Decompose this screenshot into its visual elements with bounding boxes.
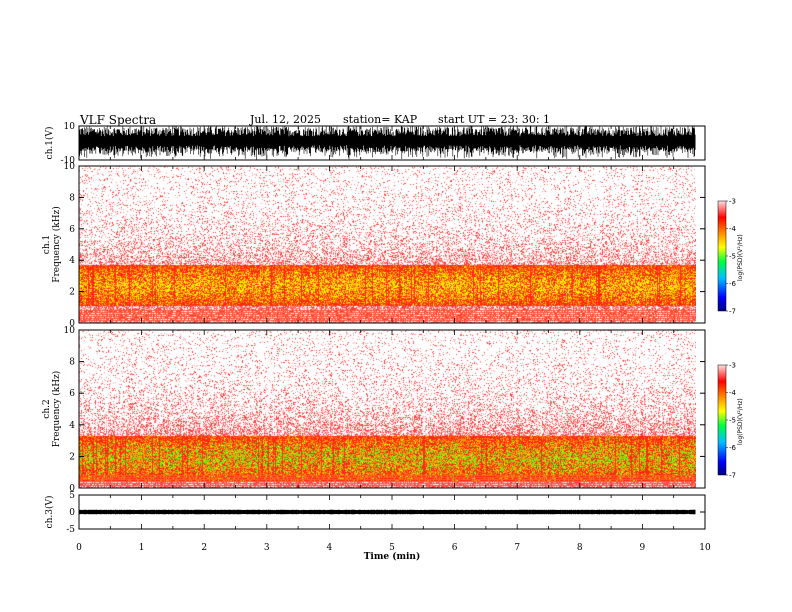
- y-tick-label: -5: [66, 525, 75, 535]
- y-tick-label: 10: [64, 326, 76, 336]
- colorbar-tick-label: -5: [729, 417, 736, 425]
- y-tick-label: 2: [69, 452, 75, 462]
- y-tick-label: -10: [61, 156, 76, 166]
- y-tick-label: 2: [69, 288, 75, 298]
- x-tick-label: 5: [389, 543, 395, 553]
- y-axis-label: ch.1(V): [44, 127, 55, 160]
- y-tick-label: 4: [69, 421, 75, 431]
- y-tick-label: 8: [69, 193, 75, 203]
- start-time-label: start UT = 23: 30: 1: [438, 113, 551, 126]
- x-tick-label: 9: [640, 543, 646, 553]
- x-tick-label: 10: [699, 543, 711, 553]
- y-axis-label: Frequency (kHz): [51, 371, 62, 448]
- colorbar-tick-label: -3: [729, 198, 736, 206]
- colorbar-ch1spec: [717, 200, 727, 312]
- station-label: station= KAP: [343, 113, 418, 126]
- x-tick-label: 4: [327, 543, 333, 553]
- y-tick-label: 10: [64, 122, 76, 132]
- date-label: Jul. 12, 2025: [250, 113, 321, 126]
- x-tick-label: 3: [264, 543, 270, 553]
- panel-ch1v: 10 -10 ch.1(V): [44, 122, 706, 166]
- y-tick-label: 10: [64, 162, 76, 172]
- colorbar-tick-label: -4: [729, 389, 737, 397]
- colorbar-tick-label: -3: [729, 362, 736, 370]
- colorbar-tick-label: -4: [729, 225, 737, 233]
- x-tick-label: 7: [514, 543, 520, 553]
- x-axis-label: Time (min): [364, 551, 421, 562]
- colorbar-tick-label: -6: [729, 280, 737, 288]
- x-tick-label: 1: [139, 543, 145, 553]
- x-tick-label: 8: [577, 543, 583, 553]
- colorbar-ch2spec: [717, 364, 727, 476]
- colorbar-label: log(PSD)(V²/Hz): [737, 398, 744, 445]
- x-tick-label: 0: [76, 543, 82, 553]
- y-tick-label: 6: [69, 389, 75, 399]
- colorbar-label: log(PSD)(V²/Hz): [737, 234, 744, 281]
- waveform-ch1v: [78, 126, 696, 160]
- panel-ch1spec: -3 -4 -5 -6 -7 log(PSD)(V²/Hz) 0 2 4 6 8 10 ch.1 Freq…: [42, 162, 744, 329]
- waveform-ch3v: [78, 509, 696, 515]
- spectrogram-ch1spec: [79, 166, 696, 323]
- colorbar-tick-label: -5: [729, 253, 736, 261]
- colorbar-tick-label: -6: [729, 444, 737, 452]
- y-tick-label: 6: [69, 225, 75, 235]
- x-tick-label: 6: [452, 543, 458, 553]
- y-tick-label: 0: [69, 319, 75, 329]
- y-axis-label: ch.3(V): [44, 496, 55, 529]
- panel-ch2spec: -3 -4 -5 -6 -7 log(PSD)(V²/Hz) 0 2 4 6 8 10 ch.2 Freq…: [42, 326, 744, 494]
- y-tick-label: 5: [69, 491, 75, 501]
- y-tick-label: 8: [69, 358, 75, 368]
- y-tick-label: 4: [69, 256, 75, 266]
- y-tick-label: 0: [69, 484, 75, 494]
- y-axis-label: ch.2: [42, 399, 52, 418]
- y-tick-label: 0: [69, 508, 75, 518]
- colorbar-tick-label: -7: [729, 472, 736, 480]
- spectrogram-ch2spec: [79, 330, 696, 488]
- figure-title: VLF Spectra: [80, 113, 157, 127]
- panel-ch3v: 5 0 -5 ch.3(V): [44, 491, 706, 535]
- x-tick-label: 2: [201, 543, 207, 553]
- y-axis-label: ch.1: [42, 235, 52, 254]
- colorbar-tick-label: -7: [729, 308, 736, 316]
- y-axis-label: Frequency (kHz): [51, 206, 62, 283]
